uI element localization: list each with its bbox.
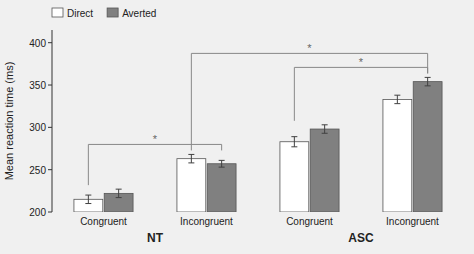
bracket-line [294,67,427,120]
y-tick-label: 250 [29,165,46,176]
chart: 200 250 300 350 400 Mean reaction time (ms) Co… [0,0,474,254]
error-bar-cap [188,162,194,163]
error-bar-stem [88,195,89,203]
bar [177,159,206,212]
group-label: NT [147,231,164,245]
bar [207,164,236,212]
error-bar [322,125,328,133]
error-bar-cap [322,124,328,125]
plot-area [74,77,442,212]
category-label: Incongruent [180,216,233,227]
error-bar-stem [191,154,192,162]
error-bar-cap [394,103,400,104]
legend-label: Direct [67,8,93,19]
error-bar-stem [397,95,398,103]
bracket-line [88,144,221,185]
error-bar-stem [427,77,428,85]
bar [383,99,412,212]
y-tick-label: 400 [29,38,46,49]
category-label: Congruent [286,216,333,227]
error-bar [116,189,122,197]
error-bar-stem [118,189,119,197]
significance-label: * [307,42,312,54]
error-bar-cap [116,197,122,198]
group-label: ASC [348,231,374,245]
significance-label: * [153,133,158,145]
y-axis-label: Mean reaction time (ms) [3,62,15,181]
significance-label: * [359,56,364,68]
error-bar-cap [116,189,122,190]
error-bar-cap [291,136,297,137]
error-bar-cap [291,146,297,147]
error-bar [219,160,225,167]
error-bar-cap [322,133,328,134]
error-bar-cap [188,154,194,155]
error-bar [291,137,297,147]
error-bar-cap [85,195,91,196]
significance-bracket: * [294,56,427,120]
error-bar-cap [425,85,431,86]
y-tick [48,169,52,170]
y-tick-label: 350 [29,80,46,91]
error-bar [394,95,400,103]
error-bar-stem [221,160,222,167]
category-label: Congruent [80,216,127,227]
y-tick [48,127,52,128]
y-axis-line [52,30,53,212]
error-bar [85,195,91,203]
bracket-line [191,53,427,150]
legend-swatch [52,8,63,17]
legend-label: Averted [122,8,156,19]
y-tick-label: 300 [29,122,46,133]
legend-swatch [107,8,118,17]
error-bar-stem [294,137,295,147]
error-bar-stem [324,125,325,133]
y-tick [48,85,52,86]
error-bar-cap [219,160,225,161]
error-bar-cap [85,203,91,204]
error-bar-cap [219,167,225,168]
category-label: Incongruent [386,216,439,227]
bar [280,142,309,212]
y-tick [48,212,52,213]
significance-bracket: * [88,133,221,185]
error-bar-cap [425,77,431,78]
error-bar [188,154,194,162]
background [0,0,474,254]
error-bar-cap [394,95,400,96]
bar [413,82,442,212]
error-bar [425,77,431,85]
bar [310,129,339,212]
significance-bracket: * [191,42,427,150]
legend: Direct Averted [52,8,156,19]
y-tick [48,42,52,43]
y-tick-label: 200 [29,207,46,218]
